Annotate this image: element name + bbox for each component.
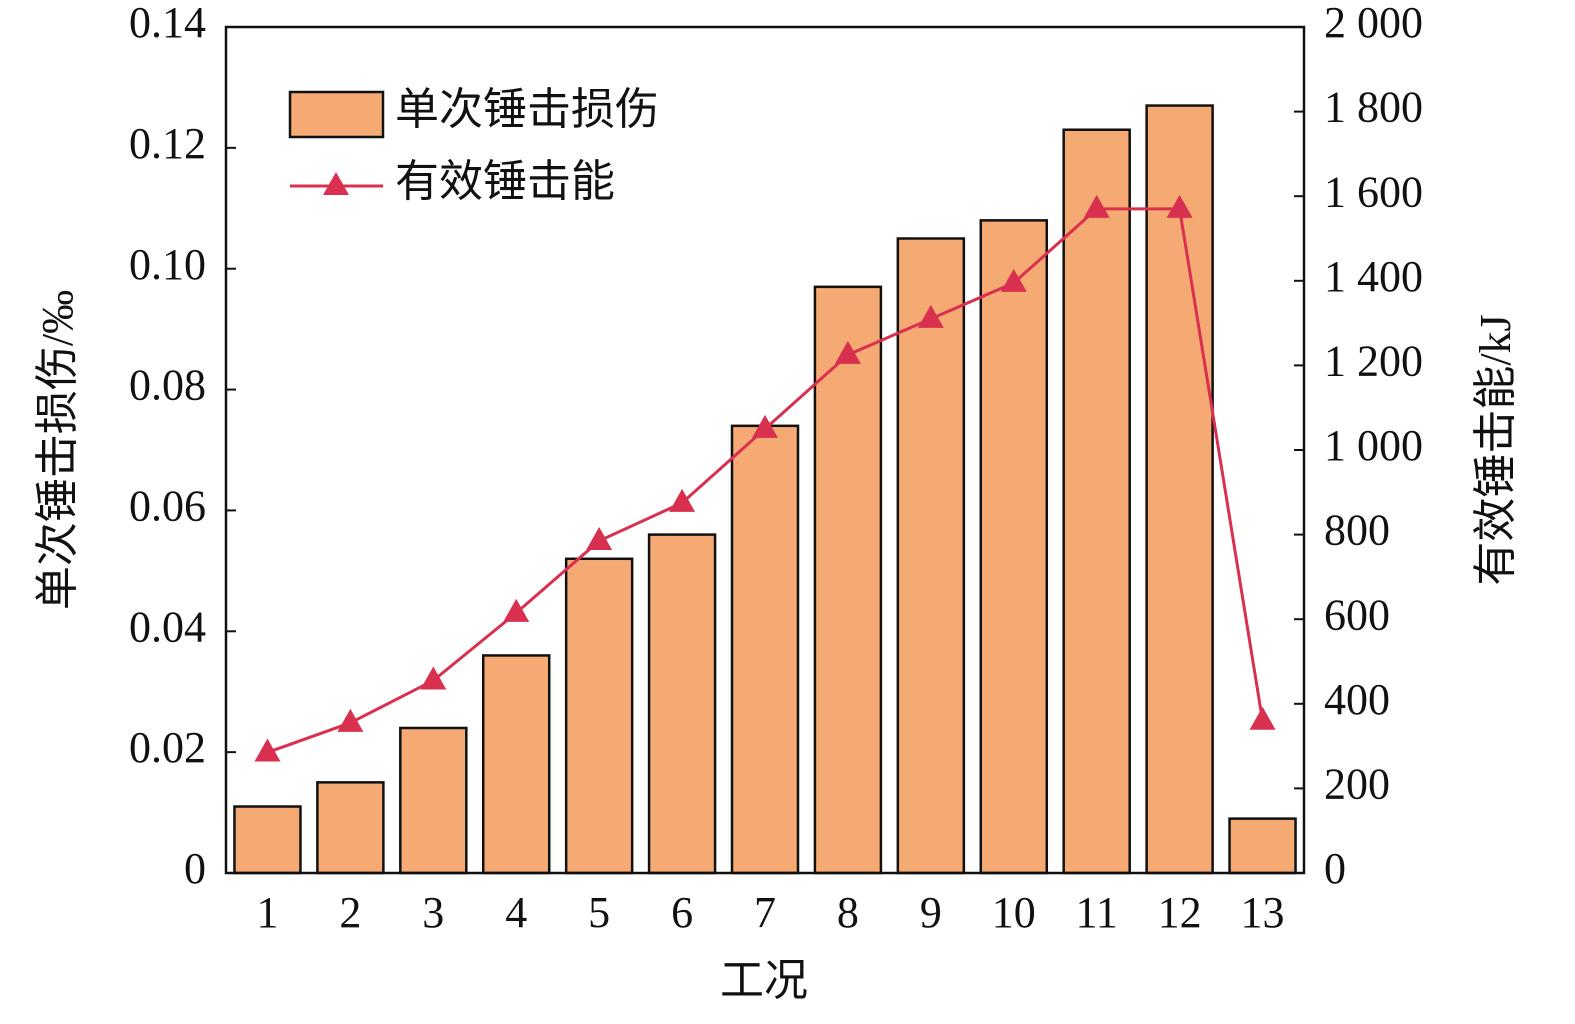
bar xyxy=(1145,104,1214,875)
bar xyxy=(1062,128,1131,875)
x-tick-label: 4 xyxy=(505,888,527,937)
y-tick-label: 0.02 xyxy=(129,723,206,772)
y2-tick-label: 1 400 xyxy=(1324,252,1423,301)
bar xyxy=(1228,817,1297,875)
x-tick-label: 12 xyxy=(1158,888,1202,937)
y-tick-label: 0.08 xyxy=(129,361,206,410)
bar xyxy=(233,805,302,875)
y2-tick-label: 1 200 xyxy=(1324,336,1423,385)
legend-swatch xyxy=(288,90,385,139)
x-tick-label: 5 xyxy=(588,888,610,937)
y-tick-label: 0.14 xyxy=(129,0,206,47)
y-tick-label: 0.12 xyxy=(129,119,206,168)
marker xyxy=(1166,194,1193,218)
y-tick-label: 0.04 xyxy=(129,602,206,651)
y2-tick-label: 600 xyxy=(1324,590,1390,639)
y2-tick-label: 2 000 xyxy=(1324,0,1423,47)
y-axis-title: 单次锤击损伤/‰ xyxy=(33,290,82,610)
bar xyxy=(979,219,1049,875)
x-tick-label: 2 xyxy=(339,888,361,937)
bar xyxy=(316,781,385,875)
y2-tick-label: 800 xyxy=(1324,506,1390,555)
y-tick-label: 0.06 xyxy=(129,482,206,531)
y-tick-label: 0.10 xyxy=(129,240,206,289)
x-tick-label: 3 xyxy=(422,888,444,937)
y2-tick-label: 200 xyxy=(1324,759,1390,808)
marker xyxy=(503,598,530,622)
legend-marker xyxy=(323,172,349,195)
marker xyxy=(752,414,778,438)
bar xyxy=(730,424,800,875)
marker xyxy=(254,738,281,762)
marker xyxy=(337,708,364,732)
bar xyxy=(896,237,966,875)
plot-frame xyxy=(224,25,1306,875)
marker xyxy=(917,304,944,328)
marker xyxy=(669,488,696,512)
y2-tick-label: 400 xyxy=(1324,675,1390,724)
bar xyxy=(481,654,551,875)
y2-axis-title: 有效锤击能/kJ xyxy=(1471,314,1520,585)
y2-tick-label: 0 xyxy=(1324,844,1346,893)
bar xyxy=(647,533,717,875)
x-tick-label: 6 xyxy=(671,888,693,937)
x-tick-label: 11 xyxy=(1076,888,1118,937)
y2-tick-label: 1 600 xyxy=(1324,167,1423,216)
x-tick-label: 13 xyxy=(1241,888,1285,937)
legend-label: 单次锤击损伤 xyxy=(395,85,659,134)
marker xyxy=(1083,194,1110,218)
y-tick-label: 0 xyxy=(184,844,206,893)
x-tick-label: 7 xyxy=(754,888,776,937)
y2-tick-label: 1 800 xyxy=(1324,83,1423,132)
x-tick-label: 10 xyxy=(992,888,1036,937)
bar xyxy=(564,557,634,875)
marker xyxy=(1249,706,1276,730)
legend-label: 有效锤击能 xyxy=(395,157,615,206)
marker xyxy=(420,666,447,690)
x-tick-label: 9 xyxy=(920,888,942,937)
x-tick-label: 8 xyxy=(837,888,859,937)
bar xyxy=(399,726,468,875)
bar xyxy=(813,285,883,875)
marker xyxy=(586,526,613,550)
x-axis-title: 工况 xyxy=(720,956,808,1005)
marker xyxy=(834,340,861,364)
marker xyxy=(1000,268,1027,292)
x-tick-label: 1 xyxy=(256,888,278,937)
y2-tick-label: 1 000 xyxy=(1324,421,1423,470)
